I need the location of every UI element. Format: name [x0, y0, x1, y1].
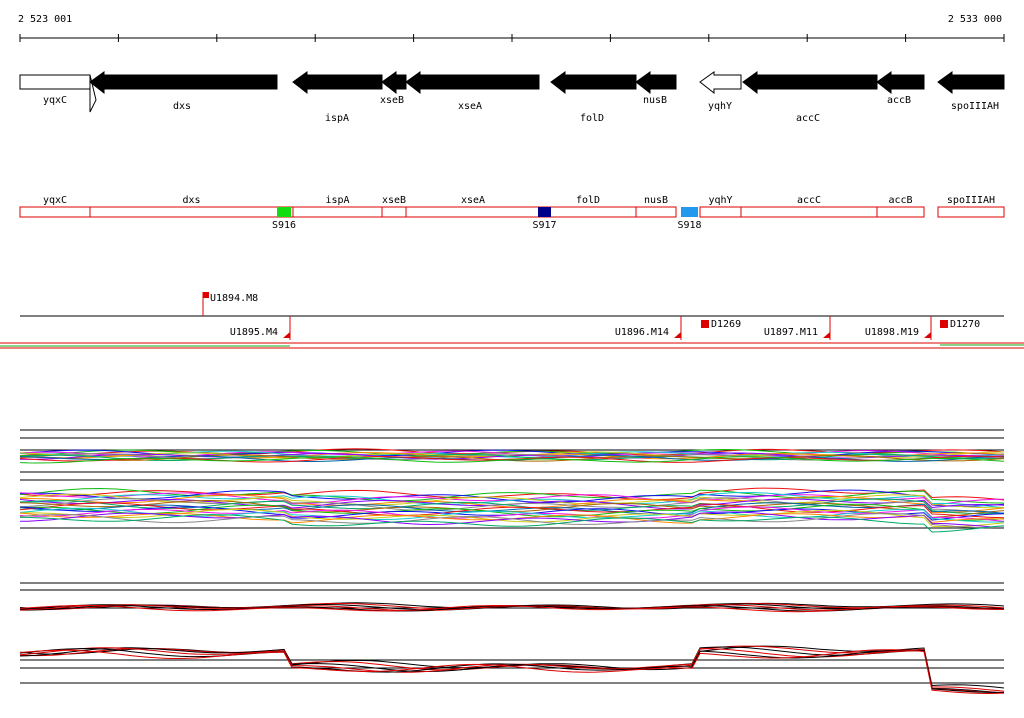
- gene-arrow: [635, 71, 677, 95]
- trace: [20, 514, 1005, 533]
- probe: [538, 207, 551, 217]
- probe-label: S916: [272, 220, 296, 231]
- probe-label: S918: [677, 220, 701, 231]
- gene-label: accC: [796, 113, 820, 124]
- trace: [19, 456, 1005, 464]
- gene-arrow: [381, 71, 407, 95]
- marker-flag: [283, 332, 290, 338]
- deletion-label: D1270: [950, 319, 980, 330]
- gene-arrow: [937, 71, 1005, 95]
- segment-label: xseA: [461, 195, 485, 206]
- segment-label: accB: [888, 195, 912, 206]
- segment-label: spoIIIAH: [947, 195, 995, 206]
- gene-arrow: [742, 71, 878, 95]
- deletion: [940, 320, 948, 328]
- marker-label: U1897.M11: [764, 327, 818, 338]
- trace: [19, 647, 1005, 694]
- gene-tip: [89, 74, 97, 113]
- segment: [876, 206, 925, 218]
- segment: [292, 206, 383, 218]
- gene-arrow: [292, 71, 383, 95]
- trace: [19, 508, 1005, 528]
- trace: [19, 513, 1005, 529]
- deletion: [701, 320, 709, 328]
- probe: [277, 207, 291, 217]
- trace: [19, 502, 1005, 515]
- ruler-start: 2 523 001: [18, 14, 72, 25]
- trace: [19, 502, 1005, 519]
- gene-label: xseA: [458, 101, 482, 112]
- deletion-label: D1269: [711, 319, 741, 330]
- segment-label: nusB: [644, 195, 668, 206]
- gene-arrow: [405, 71, 540, 95]
- trace: [19, 506, 1005, 522]
- probe-label: S917: [532, 220, 556, 231]
- trace: [19, 647, 1005, 694]
- marker-label: U1894.M8: [210, 293, 258, 304]
- segment: [89, 206, 294, 218]
- segment: [937, 206, 1005, 218]
- segment-label: accC: [797, 195, 821, 206]
- trace: [19, 455, 1005, 463]
- segment: [381, 206, 407, 218]
- gene-label: accB: [887, 95, 911, 106]
- trace: [19, 498, 1005, 515]
- segment: [539, 206, 637, 218]
- gene-arrow: [876, 71, 925, 95]
- segment: [19, 206, 91, 218]
- trace: [19, 497, 1005, 514]
- marker-flag: [924, 332, 931, 338]
- segment-label: folD: [576, 195, 600, 206]
- segment: [699, 206, 742, 218]
- gene-label: folD: [580, 113, 604, 124]
- gene-label: dxs: [173, 101, 191, 112]
- trace: [19, 604, 1005, 613]
- gene-arrow: [550, 71, 637, 95]
- marker-label: U1898.M19: [865, 327, 919, 338]
- trace: [19, 487, 1005, 501]
- gene-box: [19, 74, 91, 90]
- segment: [405, 206, 541, 218]
- segment-label: ispA: [325, 195, 349, 206]
- gene-arrow: [699, 71, 742, 95]
- gene-label: spoIIIAH: [951, 101, 999, 112]
- marker-flag: [203, 292, 209, 298]
- ruler-end: 2 533 000: [948, 14, 1002, 25]
- gene-label: nusB: [643, 95, 667, 106]
- gene-arrow: [89, 71, 278, 95]
- marker-flag: [823, 332, 830, 338]
- gene-label: yqhY: [708, 101, 732, 112]
- trace: [19, 645, 1005, 692]
- gene-label: ispA: [325, 113, 349, 124]
- segment-label: yqxC: [43, 195, 67, 206]
- gene-label: xseB: [380, 95, 404, 106]
- gene-label: yqxC: [43, 95, 67, 106]
- segment-label: xseB: [382, 195, 406, 206]
- marker-label: U1896.M14: [615, 327, 669, 338]
- segment-label: dxs: [182, 195, 200, 206]
- probe: [681, 207, 698, 217]
- marker-label: U1895.M4: [230, 327, 278, 338]
- segment-label: yqhY: [708, 195, 732, 206]
- segment: [740, 206, 878, 218]
- marker-flag: [674, 332, 681, 338]
- segment: [635, 206, 677, 218]
- trace: [19, 649, 1005, 695]
